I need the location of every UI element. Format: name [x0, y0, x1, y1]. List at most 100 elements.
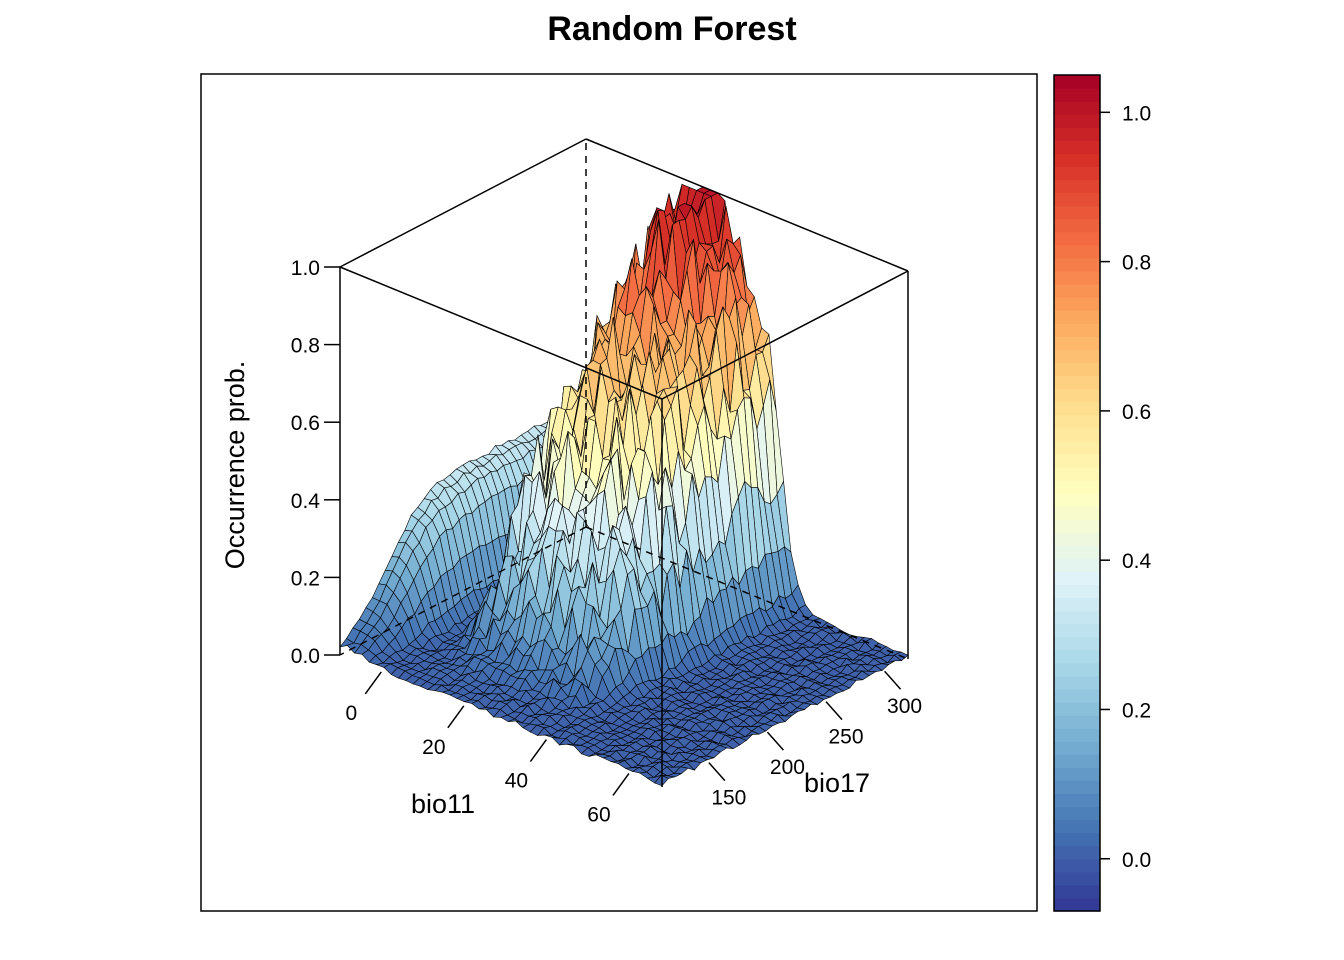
colorbar: 0.0 0.2 0.4 0.6 0.8 1.0 — [1053, 74, 1152, 912]
colorbar-swatch — [1054, 623, 1100, 638]
y-tick — [766, 731, 784, 751]
x-tick — [447, 705, 465, 729]
colorbar-swatch — [1054, 688, 1100, 703]
colorbar-swatch — [1054, 819, 1100, 834]
colorbar-swatch — [1054, 545, 1100, 559]
x-tick-label: 40 — [505, 770, 528, 793]
colorbar-swatch — [1054, 493, 1100, 507]
colorbar-swatch — [1054, 179, 1100, 194]
colorbar-swatch — [1054, 231, 1100, 246]
colorbar-swatch — [1054, 884, 1100, 899]
colorbar-swatch — [1054, 414, 1100, 429]
colorbar-swatch — [1054, 479, 1100, 494]
box-edge — [339, 138, 587, 268]
colorbar-swatch — [1054, 244, 1100, 259]
colorbar-swatch — [1054, 519, 1100, 533]
colorbar-swatch — [1054, 284, 1100, 298]
y-tick — [825, 701, 843, 721]
colorbar-swatch — [1054, 466, 1100, 481]
y-tick-label: 200 — [770, 756, 805, 779]
colorbar-swatch — [1054, 257, 1100, 272]
colorbar-swatch — [1054, 205, 1100, 220]
colorbar-tick-label: 1.0 — [1122, 102, 1151, 125]
perspective-box — [339, 138, 909, 787]
colorbar-tick-label: 0.4 — [1122, 550, 1152, 573]
colorbar-swatch — [1054, 610, 1100, 625]
colorbar-tick-label: 0.0 — [1122, 849, 1151, 872]
colorbar-swatch — [1054, 297, 1100, 311]
colorbar-swatch — [1054, 780, 1100, 795]
colorbar-swatch — [1054, 310, 1100, 324]
colorbar-tick-label: 0.6 — [1122, 401, 1151, 424]
colorbar-swatch — [1054, 728, 1100, 742]
colorbar-swatch — [1054, 675, 1100, 690]
colorbar-swatch — [1054, 192, 1100, 207]
colorbar-swatch — [1054, 388, 1100, 403]
colorbar-swatch — [1054, 806, 1100, 821]
colorbar-swatch — [1054, 506, 1100, 520]
colorbar-frame — [1053, 74, 1101, 912]
colorbar-swatch — [1054, 153, 1100, 168]
x-tick — [364, 671, 382, 695]
x-tick-label: 20 — [422, 736, 445, 759]
colorbar-swatch — [1054, 571, 1100, 586]
colorbar-swatch — [1054, 558, 1100, 572]
colorbar-swatch — [1054, 440, 1100, 455]
colorbar-swatch — [1054, 532, 1100, 546]
colorbar-swatch — [1054, 218, 1100, 233]
colorbar-swatch — [1054, 597, 1100, 612]
z-tick-label: 0.0 — [291, 645, 320, 668]
x-tick — [612, 773, 630, 796]
x-tick-label: 0 — [345, 702, 357, 725]
colorbar-swatch — [1054, 832, 1100, 847]
z-tick-label: 0.6 — [291, 412, 320, 435]
colorbar-swatch — [1054, 897, 1100, 912]
colorbar-swatch — [1054, 858, 1100, 873]
x-tick — [529, 739, 548, 763]
x-axis-label: bio11 — [411, 789, 475, 819]
surface-mesh — [339, 183, 909, 787]
colorbar-swatch — [1054, 401, 1100, 416]
colorbar-swatch — [1054, 166, 1100, 181]
z-tick-label: 1.0 — [291, 257, 320, 280]
colorbar-swatch — [1054, 362, 1100, 377]
z-axis: 0.0 0.2 0.4 0.6 0.8 1.0 — [291, 257, 340, 668]
colorbar-swatch — [1054, 871, 1100, 886]
z-axis-label: Occurrence prob. — [220, 361, 250, 570]
colorbar-swatch — [1054, 584, 1100, 599]
plot-frame — [200, 73, 1038, 912]
box-edge — [339, 266, 663, 400]
colorbar-swatch — [1054, 323, 1100, 337]
colorbar-swatch — [1054, 702, 1100, 716]
y-axis: 150 200 250 300 — [708, 670, 922, 810]
box-edge — [661, 270, 909, 400]
y-tick — [884, 670, 902, 690]
colorbar-tick-label: 0.8 — [1122, 252, 1151, 275]
colorbar-swatch — [1054, 349, 1100, 363]
colorbar-swatch — [1054, 715, 1100, 729]
y-tick-label: 250 — [828, 726, 863, 749]
z-tick-label: 0.8 — [291, 335, 320, 358]
colorbar-swatch — [1054, 662, 1100, 677]
colorbar-swatch — [1054, 767, 1100, 781]
y-axis-label: bio17 — [804, 768, 870, 798]
colorbar-swatch — [1054, 140, 1100, 154]
colorbar-swatch — [1054, 427, 1100, 442]
colorbar-swatch — [1054, 75, 1100, 89]
colorbar-swatch — [1054, 793, 1100, 808]
colorbar-swatch — [1054, 88, 1100, 102]
colorbar-swatch — [1054, 375, 1100, 390]
colorbar-swatch — [1054, 754, 1100, 768]
colorbar-swatch — [1054, 127, 1100, 141]
chart-title: Random Forest — [547, 10, 797, 48]
box-edge-hidden — [585, 526, 909, 660]
y-tick — [708, 762, 726, 782]
z-tick-label: 0.2 — [291, 567, 320, 590]
z-tick-label: 0.4 — [291, 490, 321, 513]
colorbar-swatch — [1054, 649, 1100, 664]
colorbar-swatch — [1054, 101, 1100, 115]
colorbar-swatch — [1054, 636, 1100, 651]
colorbar-swatch — [1054, 741, 1100, 755]
colorbar-swatch — [1054, 336, 1100, 350]
